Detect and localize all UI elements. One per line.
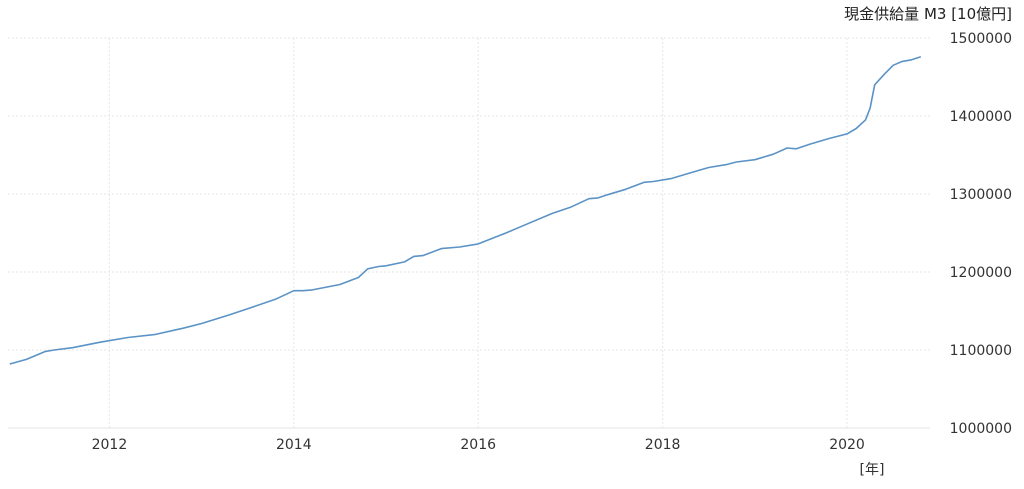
grid-lines bbox=[8, 37, 930, 429]
x-tick-label: 2018 bbox=[645, 437, 681, 453]
x-tick-label: 2020 bbox=[829, 437, 865, 453]
series-group bbox=[9, 55, 922, 365]
y-tick-label: 1100000 bbox=[950, 343, 1012, 359]
y-axis-ticks: 1000000 1100000 1200000 1300000 1400000 15000… bbox=[950, 31, 1012, 437]
x-tick-label: 2014 bbox=[276, 437, 312, 453]
x-tick-label: 2016 bbox=[460, 437, 496, 453]
y-tick-label: 1300000 bbox=[950, 187, 1012, 203]
chart-title: 現金供給量 M3 [10億円] bbox=[844, 5, 1012, 23]
x-tick-label: 2012 bbox=[92, 437, 128, 453]
x-axis-label: [年] bbox=[860, 462, 885, 478]
y-tick-label: 1400000 bbox=[950, 109, 1012, 125]
y-tick-label: 1500000 bbox=[950, 31, 1012, 47]
y-tick-label: 1000000 bbox=[950, 421, 1012, 437]
y-tick-label: 1200000 bbox=[950, 265, 1012, 281]
x-axis-ticks: 2012 2014 2016 2018 2020 bbox=[92, 437, 865, 453]
series-line bbox=[9, 55, 922, 365]
